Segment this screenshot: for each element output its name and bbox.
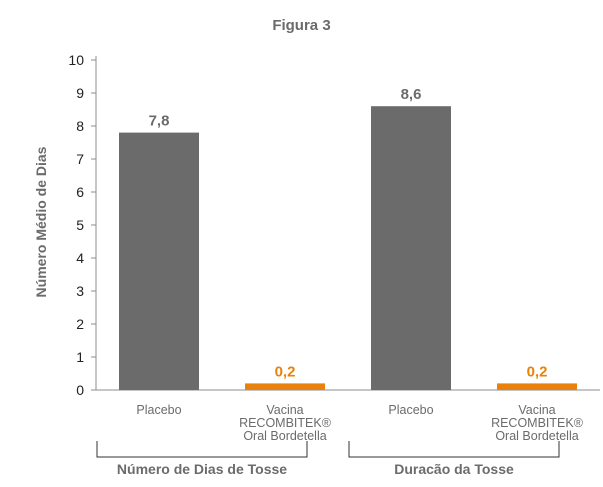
x-tick-label: Placebo [136, 403, 181, 417]
bar [245, 383, 325, 390]
group-bracket [348, 441, 560, 458]
y-tick-label: 5 [76, 217, 84, 233]
y-tick-label: 10 [68, 52, 84, 68]
chart-title: Figura 3 [272, 17, 331, 34]
group-label: Número de Dias de Tosse [117, 461, 287, 477]
y-tick-label: 3 [76, 283, 84, 299]
x-tick-label: Oral Bordetella [243, 429, 326, 443]
y-tick-label: 8 [76, 118, 84, 134]
x-tick-label: RECOMBITEK® [239, 416, 332, 430]
bar [371, 106, 451, 390]
bar [119, 132, 199, 390]
y-tick-label: 9 [76, 85, 84, 101]
y-tick-label: 1 [76, 349, 84, 365]
y-axis-label: Número Médio de Dias [33, 146, 49, 298]
bar-value-label: 7,8 [149, 113, 170, 130]
group-label: Duracão da Tosse [394, 461, 514, 477]
y-tick-label: 0 [76, 382, 84, 398]
group-bracket [96, 441, 308, 458]
y-tick-label: 7 [76, 151, 84, 167]
x-tick-label: Vacina [518, 403, 555, 417]
bar [497, 383, 577, 390]
bar-value-label: 0,2 [527, 363, 548, 380]
y-tick-label: 4 [76, 250, 84, 266]
bar-value-label: 8,6 [401, 86, 422, 103]
x-tick-label: Placebo [388, 403, 433, 417]
bar-value-label: 0,2 [275, 363, 296, 380]
x-tick-label: RECOMBITEK® [491, 416, 584, 430]
x-tick-label: Vacina [266, 403, 303, 417]
y-tick-label: 2 [76, 316, 84, 332]
x-tick-label: Oral Bordetella [495, 429, 578, 443]
y-tick-label: 6 [76, 184, 84, 200]
